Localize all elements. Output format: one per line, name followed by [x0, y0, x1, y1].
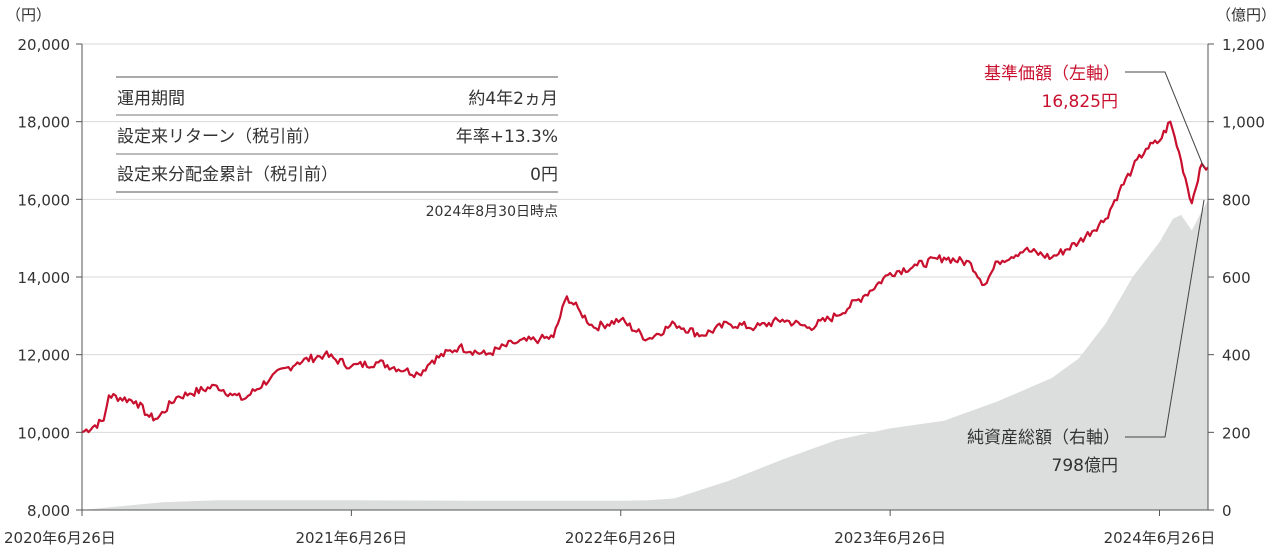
axis-ticks: 20,000 18,000 16,000 14,000 12,000 10,000 8,00…: [4, 36, 1265, 547]
left-tick-label: 18,000: [18, 114, 71, 132]
right-tick-label: 600: [1222, 269, 1251, 287]
aum-annotation-label: 純資産総額（右軸）: [967, 428, 1120, 448]
nav-annotation-label: 基準価額（左軸）: [984, 64, 1120, 84]
x-tick-label: 2021年6月26日: [295, 529, 407, 547]
nav-annotation: 基準価額（左軸） 16,825円: [984, 64, 1205, 169]
table-label-return: 設定来リターン（税引前）: [117, 127, 320, 147]
table-label-period: 運用期間: [117, 89, 185, 109]
left-tick-label: 8,000: [27, 502, 70, 520]
aum-annotation: 純資産総額（右軸） 798億円: [967, 199, 1205, 476]
table-note: 2024年8月30日時点: [426, 204, 558, 220]
right-axis-unit: （億円）: [1216, 6, 1276, 24]
nav-annotation-value: 16,825円: [1042, 92, 1118, 112]
aum-leader-line: [1125, 199, 1205, 438]
left-axis-unit: （円）: [6, 6, 51, 24]
x-tick-label: 2022年6月26日: [565, 529, 677, 547]
info-table: 運用期間 約4年2ヵ月 設定来リターン（税引前） 年率+13.3% 設定来分配金…: [116, 76, 558, 220]
left-tick-label: 12,000: [18, 347, 71, 365]
right-tick-label: 1,000: [1222, 114, 1265, 132]
x-tick-label: 2020年6月26日: [4, 529, 116, 547]
left-tick-label: 20,000: [18, 36, 71, 54]
table-value-dividend: 0円: [530, 165, 558, 185]
aum-area-series: [82, 200, 1208, 510]
table-label-dividend: 設定来分配金累計（税引前）: [117, 165, 338, 185]
aum-annotation-value: 798億円: [1052, 456, 1118, 476]
right-tick-label: 800: [1222, 191, 1251, 209]
x-tick-label: 2024年6月26日: [1104, 529, 1216, 547]
gridlines: [82, 43, 1208, 433]
right-tick-label: 1,200: [1222, 36, 1265, 54]
left-tick-label: 16,000: [18, 191, 71, 209]
right-tick-label: 200: [1222, 424, 1251, 442]
left-tick-label: 10,000: [18, 424, 71, 442]
table-value-period: 約4年2ヵ月: [468, 89, 558, 109]
right-tick-label: 400: [1222, 347, 1251, 365]
x-tick-label: 2023年6月26日: [834, 529, 946, 547]
nav-leader-line: [1125, 71, 1205, 169]
table-value-return: 年率+13.3%: [456, 127, 558, 147]
nav-line-series: [81, 120, 1209, 434]
right-tick-label: 0: [1222, 502, 1232, 520]
left-tick-label: 14,000: [18, 269, 71, 287]
